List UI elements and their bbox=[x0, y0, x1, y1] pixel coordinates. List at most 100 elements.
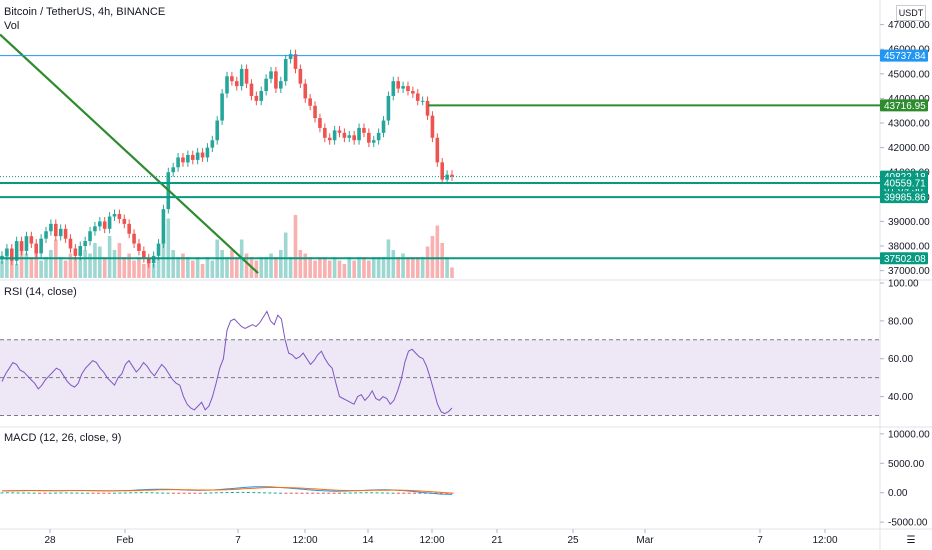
macd-histogram-bar bbox=[321, 492, 325, 494]
volume-bar bbox=[430, 236, 435, 278]
volume-bar bbox=[146, 260, 151, 278]
macd-histogram-bar bbox=[284, 492, 288, 494]
candle-body bbox=[323, 127, 327, 138]
time-tick-label: 7 bbox=[757, 535, 763, 546]
macd-label: MACD (12, 26, close, 9) bbox=[4, 432, 122, 444]
time-tick-label: 12:00 bbox=[292, 535, 317, 546]
candle-body bbox=[347, 135, 352, 138]
candle-body bbox=[29, 236, 34, 244]
volume-bar bbox=[142, 264, 146, 278]
rsi-tick-label: 60.00 bbox=[888, 354, 913, 365]
volume-bar bbox=[445, 257, 449, 278]
macd-histogram-bar bbox=[402, 492, 406, 494]
macd-histogram-bar bbox=[48, 492, 52, 494]
candle-body bbox=[68, 238, 73, 249]
time-tick-label: Mar bbox=[636, 535, 654, 546]
candle-body bbox=[34, 243, 39, 254]
candle-body bbox=[78, 246, 83, 256]
macd-histogram-bar bbox=[230, 492, 234, 493]
volume-bar bbox=[68, 253, 73, 278]
candle-body bbox=[171, 167, 175, 173]
candle-body bbox=[440, 162, 445, 180]
time-tick-label: 12:00 bbox=[812, 535, 837, 546]
symbol-title: Bitcoin / TetherUS, 4h, BINANCE bbox=[4, 6, 166, 18]
volume-bar bbox=[112, 250, 117, 278]
candle-body bbox=[303, 83, 308, 99]
candle-body bbox=[327, 137, 332, 141]
volume-bar bbox=[435, 225, 440, 278]
time-tick-label: 28 bbox=[44, 535, 56, 546]
macd-histogram-bar bbox=[300, 492, 304, 494]
price-tick-label: 39000.00 bbox=[888, 217, 930, 228]
price-tag-label: 40559.71 bbox=[884, 179, 926, 190]
macd-histogram-bar bbox=[348, 492, 352, 494]
volume-bar bbox=[220, 250, 224, 278]
candle-body bbox=[151, 255, 156, 264]
volume-bar bbox=[14, 264, 19, 278]
volume-bar bbox=[230, 250, 234, 278]
volume-bar bbox=[9, 257, 14, 278]
volume-bar bbox=[406, 257, 410, 278]
candle-body bbox=[205, 147, 210, 158]
candle-body bbox=[132, 233, 136, 244]
time-tick-label: 25 bbox=[567, 535, 579, 546]
candle-body bbox=[137, 243, 141, 251]
volume-bar bbox=[269, 253, 273, 278]
candle-body bbox=[14, 241, 19, 261]
candle-body bbox=[396, 81, 400, 89]
candle-body bbox=[293, 54, 298, 69]
volume-bar bbox=[171, 250, 175, 278]
candle-body bbox=[210, 140, 215, 148]
volume-bar bbox=[29, 257, 34, 278]
candle-body bbox=[54, 223, 58, 237]
volume-bar bbox=[313, 260, 317, 278]
volume-bar bbox=[58, 257, 63, 278]
macd-histogram-bar bbox=[107, 492, 111, 494]
candle-body bbox=[288, 54, 293, 60]
macd-histogram-bar bbox=[96, 492, 100, 494]
price-tick-label: 42000.00 bbox=[888, 143, 930, 154]
candle-body bbox=[220, 93, 224, 121]
macd-histogram-bar bbox=[295, 492, 299, 494]
macd-histogram-bar bbox=[359, 492, 363, 494]
candle-body bbox=[73, 248, 78, 256]
macd-histogram-bar bbox=[407, 492, 411, 494]
candle-body bbox=[190, 154, 195, 160]
candle-body bbox=[411, 91, 415, 94]
candle-body bbox=[88, 231, 92, 242]
currency-button[interactable]: USDT bbox=[896, 5, 926, 21]
volume-bar bbox=[0, 260, 4, 278]
volume-bar bbox=[234, 257, 239, 278]
macd-histogram-bar bbox=[0, 492, 4, 494]
macd-legend: MACD (12, 26, close, 9) bbox=[4, 432, 121, 444]
time-tick-label: Feb bbox=[116, 535, 134, 546]
candle-body bbox=[146, 258, 151, 264]
candle-body bbox=[181, 157, 185, 163]
macd-histogram-bar bbox=[252, 492, 256, 494]
candle-body bbox=[49, 223, 53, 232]
candle-body bbox=[337, 130, 342, 133]
candle-body bbox=[98, 221, 102, 227]
volume-bar bbox=[283, 232, 288, 278]
macd-histogram-bar bbox=[43, 492, 47, 494]
macd-histogram-bar bbox=[16, 492, 20, 494]
volume-bar bbox=[381, 257, 386, 278]
macd-histogram-bar bbox=[396, 492, 400, 494]
menu-icon[interactable]: ☰ bbox=[906, 535, 916, 546]
volume-bar bbox=[342, 264, 347, 278]
countdown-label: 01:09:38 bbox=[884, 184, 923, 195]
macd-histogram-bar bbox=[91, 492, 95, 494]
macd-histogram-bar bbox=[413, 492, 416, 494]
volume-bar bbox=[210, 260, 215, 278]
volume-bar bbox=[73, 257, 78, 278]
volume-bar bbox=[396, 257, 400, 278]
macd-histogram-bar bbox=[123, 492, 127, 494]
rsi-tick-label: 80.00 bbox=[888, 316, 913, 327]
volume-bar bbox=[176, 257, 180, 278]
volume-bar bbox=[347, 257, 352, 278]
volume-bar bbox=[352, 260, 356, 278]
candle-body bbox=[63, 228, 68, 239]
rsi-tick-label: 100.00 bbox=[888, 279, 919, 290]
volume-bar bbox=[205, 257, 210, 278]
